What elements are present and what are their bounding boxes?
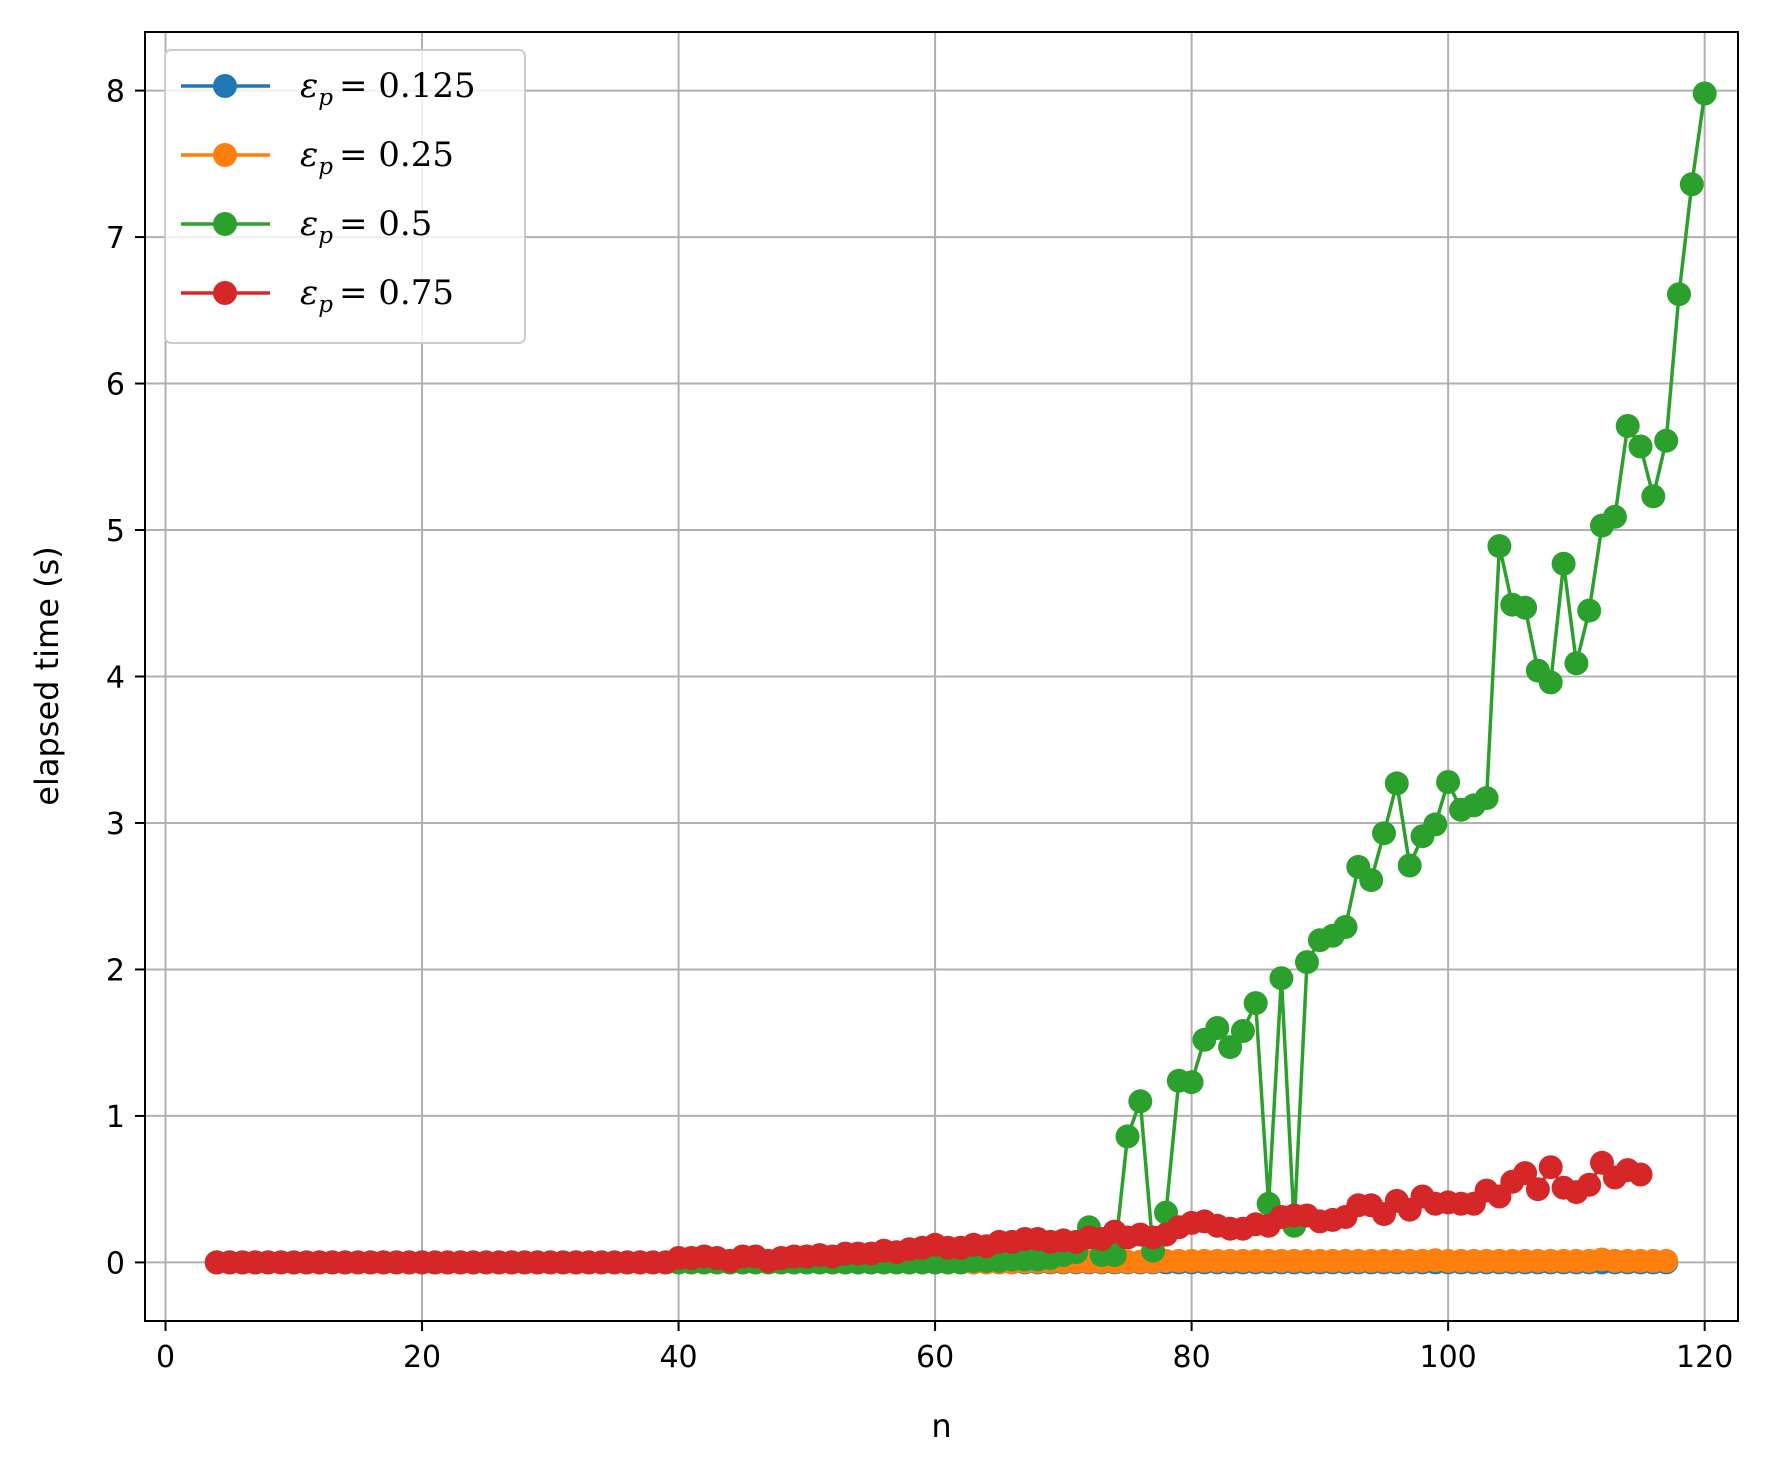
legend-entry: εp = 0.75: [181, 273, 454, 318]
axis-ticks: 0 20 40 60 80 100 120 0 1 2 3 4 5 6 7 8: [106, 75, 1733, 1375]
legend-marker: [213, 212, 237, 236]
data-point: [1641, 484, 1666, 509]
data-point: [1538, 1155, 1563, 1180]
data-point: [1551, 551, 1576, 576]
x-tick-label: 120: [1676, 1340, 1733, 1375]
data-point: [1423, 812, 1448, 837]
data-point: [1128, 1089, 1153, 1114]
y-tick-label: 5: [106, 514, 125, 549]
data-point: [1487, 534, 1512, 559]
y-tick-label: 0: [106, 1246, 125, 1281]
legend-label: εp = 0.25: [300, 135, 454, 180]
data-point: [1218, 1035, 1243, 1060]
data-point: [1577, 598, 1602, 623]
data-point: [1102, 1243, 1127, 1268]
data-point: [1667, 282, 1691, 307]
y-tick-label: 3: [106, 807, 125, 842]
legend-marker: [213, 143, 237, 167]
data-point: [1179, 1070, 1204, 1095]
data-point: [1243, 991, 1268, 1016]
legend-entry: εp = 0.125: [181, 66, 476, 111]
data-point: [1692, 81, 1717, 106]
data-point: [1679, 172, 1704, 197]
data-point: [1654, 428, 1679, 453]
data-point: [1577, 1172, 1602, 1197]
y-axis-title: elapsed time (s): [28, 546, 66, 805]
data-point: [1513, 1161, 1538, 1186]
series-4: [204, 1150, 1653, 1275]
data-point: [1628, 1162, 1653, 1187]
data-point: [1654, 1248, 1679, 1273]
legend-marker: [213, 74, 237, 98]
data-point: [1230, 1019, 1255, 1043]
x-tick-label: 40: [659, 1340, 697, 1375]
legend-entry: εp = 0.5: [181, 204, 432, 249]
legend-label: εp = 0.5: [300, 204, 432, 249]
data-point: [1602, 504, 1627, 529]
data-point: [1205, 1016, 1230, 1040]
data-point: [1615, 414, 1640, 438]
data-point: [1538, 670, 1563, 695]
data-point: [1474, 786, 1499, 811]
data-point: [1295, 950, 1319, 975]
x-tick-label: 100: [1419, 1340, 1476, 1375]
data-point: [1384, 771, 1409, 796]
data-point: [1269, 966, 1294, 991]
data-point: [1436, 770, 1461, 794]
legend-entry: εp = 0.25: [181, 135, 454, 180]
x-tick-label: 20: [403, 1340, 441, 1375]
y-tick-label: 2: [106, 953, 125, 988]
data-point: [1397, 853, 1422, 878]
legend-marker: [213, 281, 237, 305]
y-tick-label: 6: [106, 368, 125, 403]
y-tick-label: 7: [106, 221, 125, 256]
series-layer: [204, 81, 1717, 1275]
data-point: [1525, 1177, 1550, 1202]
x-axis-title: n: [931, 1407, 951, 1445]
data-point: [1115, 1124, 1140, 1149]
x-tick-label: 0: [156, 1340, 175, 1375]
y-tick-label: 8: [106, 75, 125, 110]
y-tick-label: 4: [106, 661, 125, 696]
legend: εp = 0.125 εp = 0.25 εp = 0.5 εp = 0.75: [164, 49, 526, 344]
data-point: [1513, 595, 1538, 620]
data-point: [1372, 821, 1396, 846]
legend-label: εp = 0.75: [300, 273, 454, 318]
x-tick-label: 80: [1173, 1340, 1211, 1375]
data-point: [1564, 651, 1589, 676]
legend-label: εp = 0.125: [300, 66, 476, 111]
data-point: [1359, 868, 1384, 893]
legend-box: [164, 49, 526, 344]
data-point: [1333, 915, 1358, 939]
data-point: [1628, 434, 1653, 459]
x-tick-label: 60: [916, 1340, 954, 1375]
y-tick-label: 1: [106, 1100, 125, 1135]
